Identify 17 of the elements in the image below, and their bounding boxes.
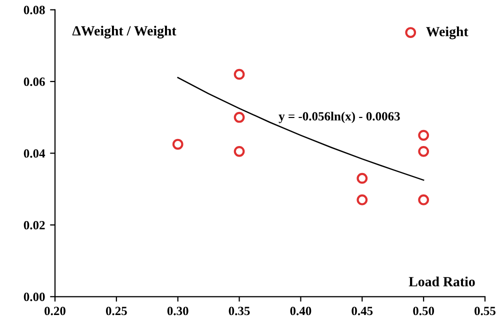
y-tick-label: 0.00 [24,292,45,302]
y-tick-label: 0.08 [24,6,45,14]
y-tick-label: 0.06 [24,78,45,86]
annotation: y = -0.056ln(x) - 0.0063 [278,112,400,124]
x-tick-label: 0.40 [290,306,312,316]
x-tick-label: 0.45 [352,306,373,316]
y-axis-title: ΔWeight / Weight [72,26,176,38]
x-tick-label: 0.20 [44,306,66,316]
y-tick-label: 0.04 [24,149,46,158]
x-axis-title: Load Ratio [408,276,475,286]
x-tick-label: 0.55 [474,306,496,316]
x-tick-label: 0.50 [413,306,434,316]
x-tick-label: 0.30 [167,306,188,316]
legend-label: Weight [426,26,468,40]
y-tick-label: 0.02 [24,220,45,230]
x-tick-label: 0.25 [106,306,127,316]
x-tick-label: 0.35 [228,306,250,316]
